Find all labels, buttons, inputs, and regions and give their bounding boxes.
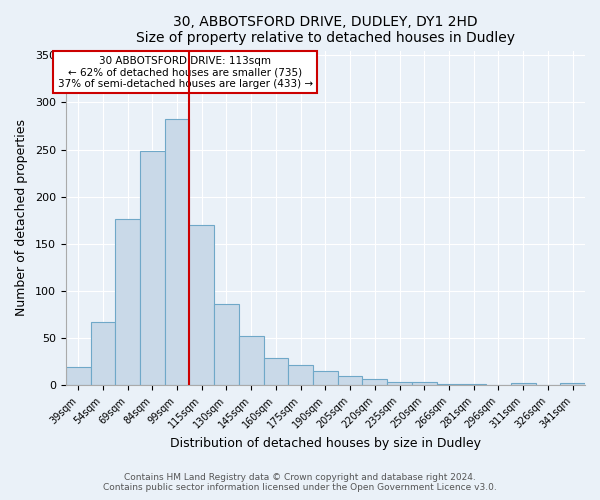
Bar — [387, 382, 412, 386]
Bar — [66, 368, 91, 386]
Bar — [263, 358, 289, 386]
Bar — [437, 384, 461, 386]
Text: Contains HM Land Registry data © Crown copyright and database right 2024.
Contai: Contains HM Land Registry data © Crown c… — [103, 473, 497, 492]
Y-axis label: Number of detached properties: Number of detached properties — [15, 120, 28, 316]
Bar — [115, 220, 140, 386]
Bar — [140, 150, 164, 386]
Bar — [560, 382, 585, 386]
X-axis label: Distribution of detached houses by size in Dudley: Distribution of detached houses by size … — [170, 437, 481, 450]
Bar — [313, 372, 338, 386]
Text: 30 ABBOTSFORD DRIVE: 113sqm
← 62% of detached houses are smaller (735)
37% of se: 30 ABBOTSFORD DRIVE: 113sqm ← 62% of det… — [58, 56, 313, 89]
Bar — [239, 336, 263, 386]
Bar — [511, 382, 536, 386]
Bar — [412, 382, 437, 386]
Bar — [289, 364, 313, 386]
Bar — [362, 379, 387, 386]
Bar — [164, 120, 190, 386]
Title: 30, ABBOTSFORD DRIVE, DUDLEY, DY1 2HD
Size of property relative to detached hous: 30, ABBOTSFORD DRIVE, DUDLEY, DY1 2HD Si… — [136, 15, 515, 45]
Bar — [461, 384, 486, 386]
Bar — [338, 376, 362, 386]
Bar — [214, 304, 239, 386]
Bar — [91, 322, 115, 386]
Bar — [190, 225, 214, 386]
